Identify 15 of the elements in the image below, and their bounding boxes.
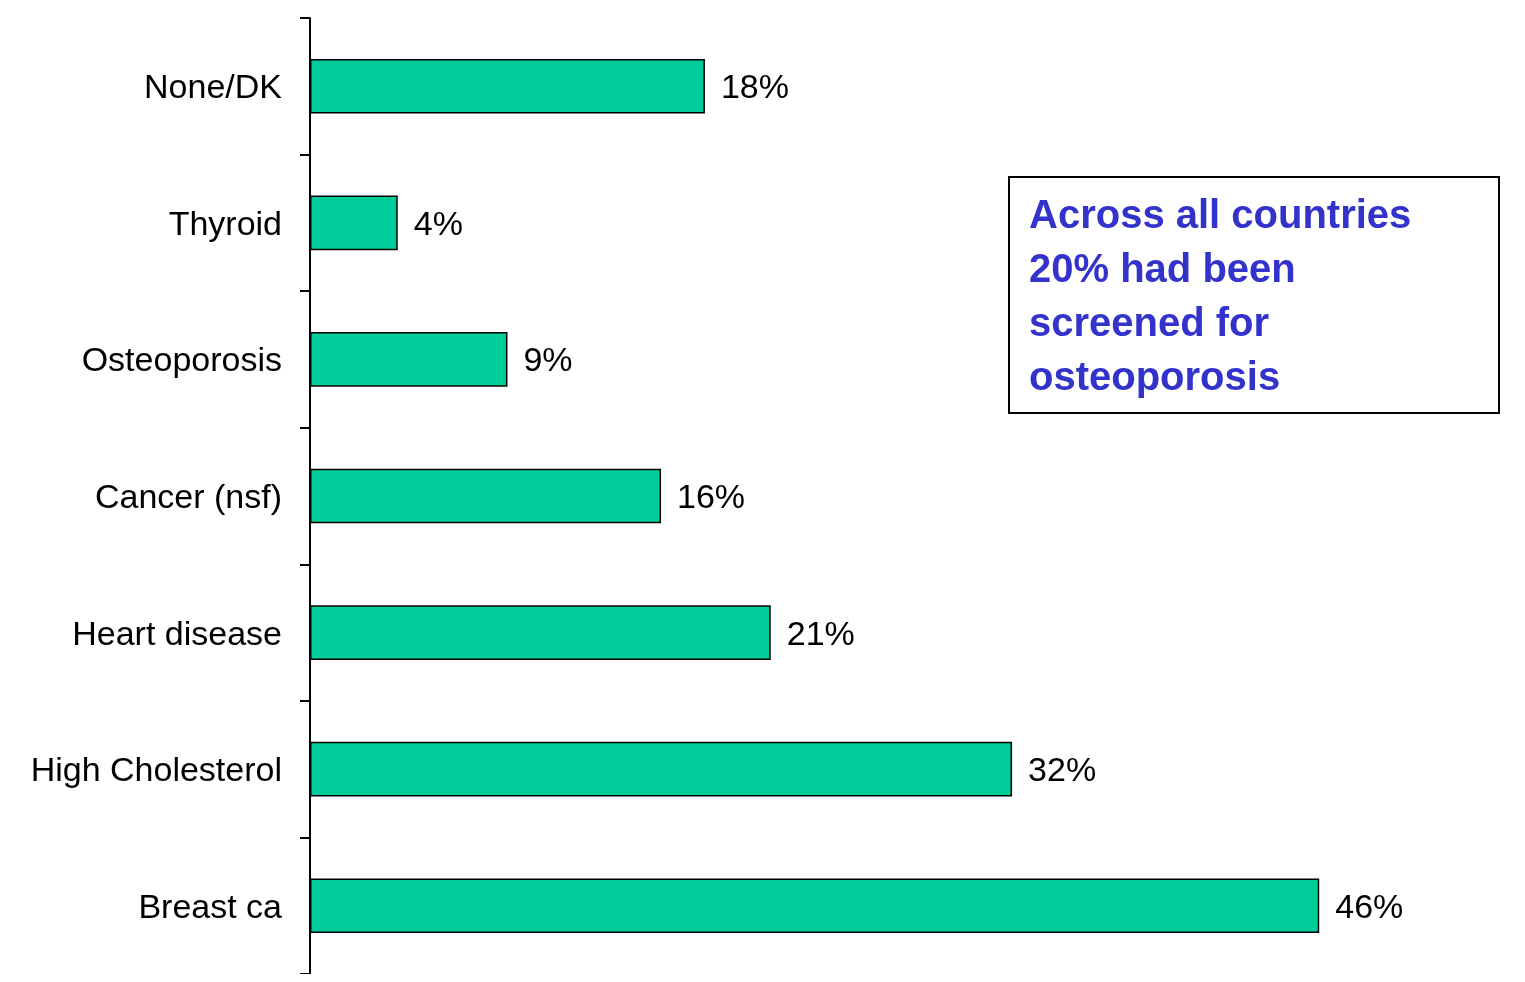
y-tick-label: None/DK xyxy=(144,67,283,106)
data-label: 21% xyxy=(786,613,855,652)
data-label: 32% xyxy=(1028,750,1097,789)
data-label: 46% xyxy=(1335,886,1404,925)
data-label: 9% xyxy=(523,340,573,379)
y-tick-label: Cancer (nsf) xyxy=(94,477,282,515)
y-tick-label: High Cholesterol xyxy=(30,750,282,789)
y-tick-label: Osteoporosis xyxy=(81,340,282,379)
y-tick-label: Heart disease xyxy=(72,613,282,652)
annotation: Across all countries 20% had been screened for osteoporosis xyxy=(1029,192,1423,398)
data-label: 4% xyxy=(413,203,463,242)
data-label: 16% xyxy=(677,477,746,515)
data-label: 18% xyxy=(720,67,789,106)
y-tick-label: Thyroid xyxy=(168,203,282,242)
y-tick-label: Breast ca xyxy=(138,886,283,925)
